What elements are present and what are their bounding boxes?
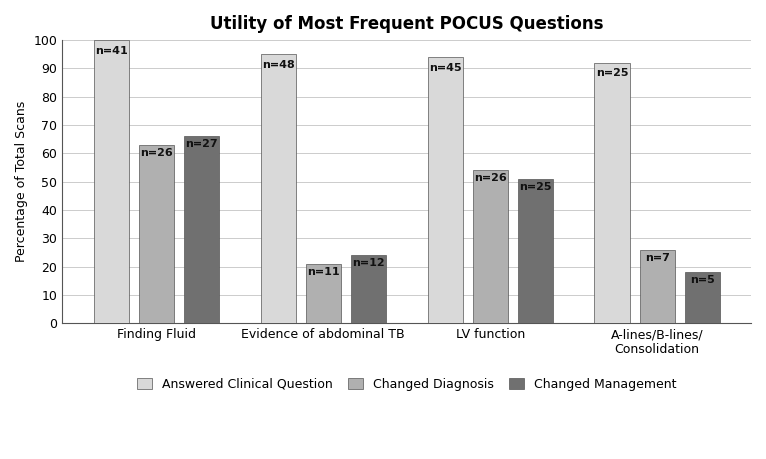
Bar xyxy=(518,179,553,323)
Bar xyxy=(594,63,630,323)
Bar xyxy=(427,57,463,323)
Bar xyxy=(260,54,296,323)
Bar xyxy=(139,145,174,323)
Bar xyxy=(351,255,386,323)
Text: n=41: n=41 xyxy=(95,46,127,56)
Bar xyxy=(306,264,341,323)
Text: n=12: n=12 xyxy=(352,258,385,268)
Text: n=48: n=48 xyxy=(262,60,294,70)
Bar xyxy=(640,250,675,323)
Bar xyxy=(685,272,720,323)
Text: n=25: n=25 xyxy=(596,68,628,78)
Text: n=25: n=25 xyxy=(519,182,552,192)
Text: n=7: n=7 xyxy=(645,252,669,263)
Bar xyxy=(473,170,508,323)
Legend: Answered Clinical Question, Changed Diagnosis, Changed Management: Answered Clinical Question, Changed Diag… xyxy=(137,378,676,391)
Title: Utility of Most Frequent POCUS Questions: Utility of Most Frequent POCUS Questions xyxy=(210,15,604,33)
Text: n=26: n=26 xyxy=(140,148,172,158)
Text: n=27: n=27 xyxy=(185,139,218,149)
Text: n=5: n=5 xyxy=(690,275,715,285)
Bar xyxy=(93,40,129,323)
Y-axis label: Percentage of Total Scans: Percentage of Total Scans xyxy=(15,101,28,263)
Text: n=26: n=26 xyxy=(473,173,506,183)
Bar xyxy=(184,136,219,323)
Text: n=45: n=45 xyxy=(429,63,461,73)
Text: n=11: n=11 xyxy=(307,267,339,277)
